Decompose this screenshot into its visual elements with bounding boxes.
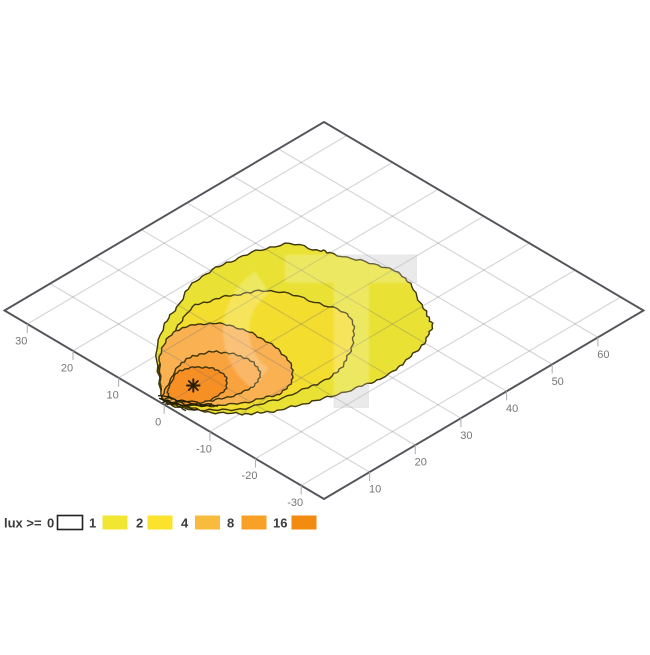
svg-text:16: 16 (273, 516, 287, 531)
svg-text:40: 40 (506, 403, 518, 415)
svg-text:10: 10 (106, 389, 118, 401)
svg-text:2: 2 (136, 516, 143, 531)
svg-text:-20: -20 (242, 470, 258, 482)
svg-text:0: 0 (155, 416, 161, 428)
svg-text:30: 30 (15, 336, 27, 348)
svg-text:10: 10 (369, 484, 381, 496)
svg-text:lux >=: lux >= (4, 516, 42, 531)
svg-text:1: 1 (89, 516, 96, 531)
svg-text:20: 20 (415, 457, 427, 469)
svg-text:8: 8 (227, 516, 234, 531)
svg-text:-10: -10 (196, 443, 212, 455)
svg-text:-30: -30 (287, 497, 303, 509)
svg-text:20: 20 (61, 363, 73, 375)
svg-text:0: 0 (47, 516, 54, 531)
svg-text:50: 50 (552, 376, 564, 388)
svg-text:4: 4 (181, 516, 189, 531)
svg-text:30: 30 (460, 430, 472, 442)
svg-text:60: 60 (597, 349, 609, 361)
